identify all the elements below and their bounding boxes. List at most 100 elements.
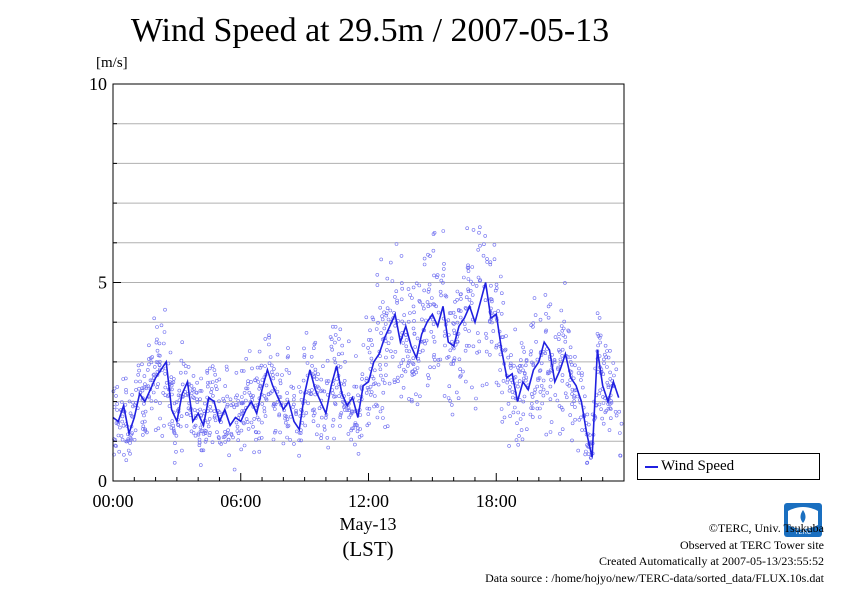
data-point [572, 388, 577, 393]
data-point [358, 427, 363, 431]
data-point [433, 357, 437, 362]
data-point [533, 313, 538, 317]
data-point [244, 356, 248, 361]
data-point [530, 360, 534, 365]
data-point [464, 343, 469, 348]
data-point [244, 398, 248, 403]
data-point [198, 407, 202, 412]
data-point [400, 319, 405, 324]
data-point [548, 430, 553, 434]
data-point [577, 366, 581, 371]
data-point [313, 370, 318, 375]
data-point [477, 349, 482, 354]
data-point [576, 371, 581, 375]
data-point [469, 301, 474, 305]
data-point [302, 346, 306, 351]
data-point [247, 390, 252, 395]
data-point [568, 345, 573, 350]
data-point [267, 361, 272, 366]
data-point [512, 363, 516, 368]
data-point [425, 383, 430, 388]
data-point [609, 399, 613, 403]
data-point [570, 438, 574, 443]
data-point [346, 339, 351, 344]
data-point [203, 401, 207, 406]
data-point [349, 409, 354, 414]
data-point [195, 400, 200, 404]
data-point [496, 383, 501, 388]
data-point [163, 393, 168, 398]
data-point [505, 380, 510, 385]
data-point [208, 430, 212, 435]
data-point [399, 373, 404, 378]
data-point [521, 368, 525, 373]
data-point [330, 324, 335, 329]
data-point [563, 339, 568, 344]
data-point [193, 433, 198, 438]
data-point [535, 406, 540, 411]
data-point [366, 412, 371, 416]
data-point [450, 412, 455, 417]
data-point [557, 332, 561, 337]
data-point [493, 288, 498, 293]
data-point [490, 299, 494, 304]
data-point [156, 426, 161, 431]
data-point [379, 257, 384, 262]
data-point [379, 331, 383, 335]
data-point [347, 408, 351, 412]
data-point [364, 315, 369, 320]
data-point [420, 317, 424, 322]
data-point [401, 341, 406, 345]
data-point [383, 322, 388, 326]
footer-info: ©TERC, Univ. Tsukuba Observed at TERC To… [485, 520, 824, 586]
data-point [277, 413, 281, 418]
data-point [286, 354, 291, 359]
data-point [208, 380, 212, 385]
data-point [446, 396, 451, 400]
data-point [297, 453, 301, 458]
data-point [414, 392, 418, 397]
data-point [469, 279, 473, 284]
data-point [140, 388, 145, 393]
data-point [520, 437, 525, 442]
data-point [287, 371, 292, 375]
data-point [528, 352, 533, 357]
data-point [271, 376, 276, 381]
data-point [116, 422, 120, 426]
data-point [494, 345, 499, 350]
data-point [331, 417, 336, 422]
data-point [559, 324, 564, 328]
data-point [405, 364, 410, 368]
data-point [215, 430, 219, 435]
data-point [415, 402, 420, 407]
data-point [340, 351, 345, 356]
data-point [522, 350, 527, 354]
data-point [206, 384, 210, 389]
data-point [149, 356, 153, 361]
data-point [268, 391, 273, 395]
data-point [197, 440, 202, 445]
data-point [381, 416, 385, 420]
data-point [124, 387, 128, 392]
data-point [573, 354, 577, 359]
data-point [413, 345, 418, 349]
data-point [337, 337, 341, 341]
data-point [605, 349, 609, 353]
data-point [316, 423, 320, 428]
data-point [360, 377, 364, 381]
data-point [316, 372, 320, 377]
data-point [264, 397, 269, 402]
data-point [149, 406, 154, 411]
data-point [272, 407, 277, 411]
data-point [285, 397, 290, 402]
data-point [225, 402, 230, 407]
data-point [215, 387, 219, 392]
data-point [137, 386, 141, 391]
data-point [234, 403, 238, 407]
data-point [414, 281, 419, 286]
data-point [319, 433, 324, 437]
data-point [365, 406, 370, 411]
data-point [428, 365, 432, 370]
data-point [310, 408, 315, 413]
